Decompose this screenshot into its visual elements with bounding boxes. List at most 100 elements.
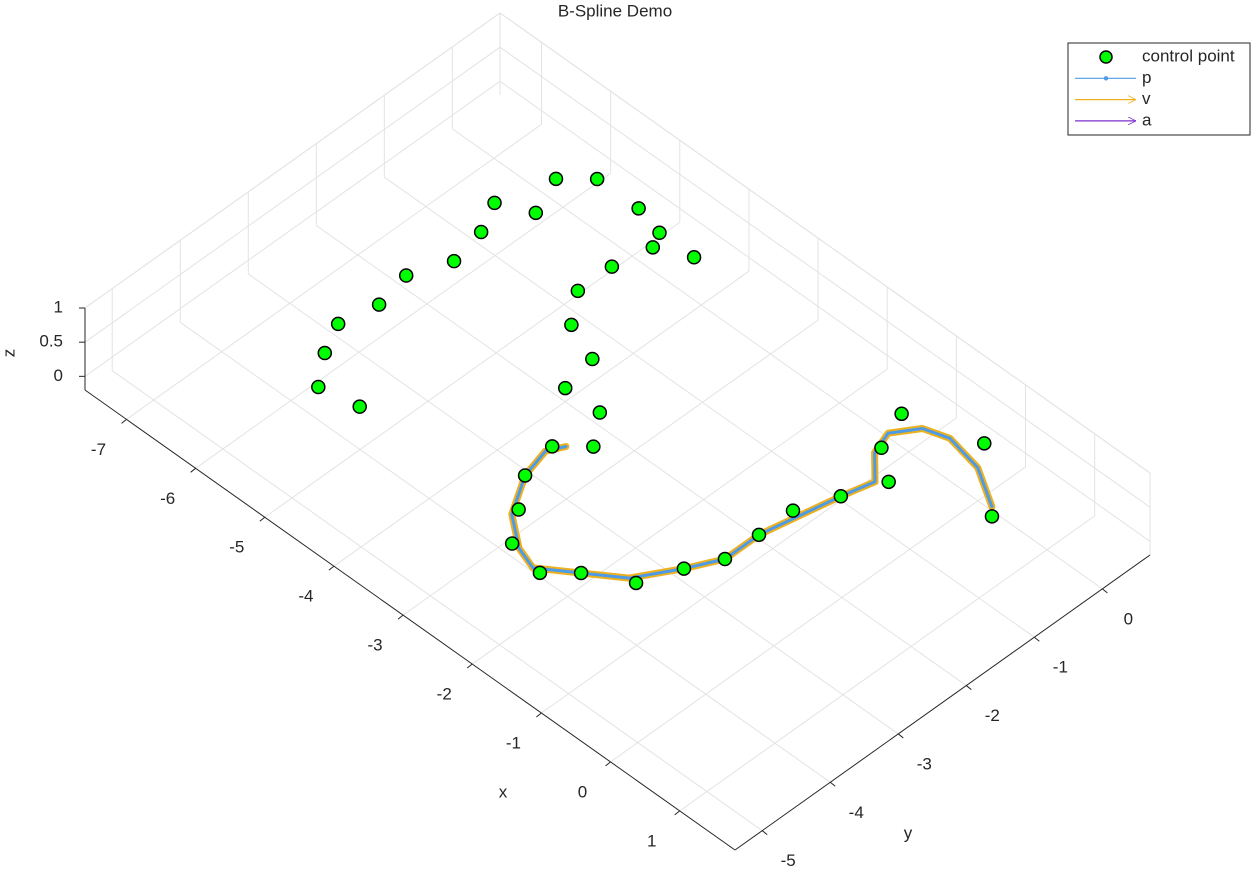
control-point [586, 439, 601, 454]
grid-line [499, 46, 1151, 508]
y-tick [829, 781, 836, 787]
grid-line [499, 80, 1151, 542]
y-tick [1102, 588, 1108, 594]
box-edge [84, 12, 501, 309]
control-point [894, 406, 909, 422]
control-point [573, 565, 589, 581]
x-tick [466, 663, 473, 669]
x-tick [674, 810, 680, 816]
z-axis-label: z [0, 349, 18, 358]
control-point [874, 440, 889, 456]
grid-line [452, 128, 1103, 590]
y-tick [897, 733, 904, 739]
y-tick [1034, 636, 1040, 642]
control-point [473, 224, 489, 240]
control-point [511, 502, 526, 517]
legend-label: control point [1142, 46, 1235, 65]
grid-line [111, 370, 763, 832]
x-tick-label: -5 [229, 538, 244, 557]
control-point [532, 565, 548, 581]
box-edge [499, 12, 1151, 474]
x-tick [190, 467, 196, 473]
control-point [517, 468, 533, 483]
grid-line [610, 466, 1026, 763]
control-point [311, 379, 326, 395]
grid-line [402, 319, 819, 616]
grid-line [247, 273, 899, 735]
y-tick-label: -3 [917, 754, 932, 773]
x-tick [397, 614, 404, 620]
y-tick-label: -2 [985, 706, 1000, 725]
control-point [317, 345, 333, 361]
control-point [785, 503, 801, 518]
control-point [686, 250, 702, 265]
grid-line [316, 225, 967, 686]
legend-marker [1099, 50, 1113, 64]
grid-line [541, 417, 957, 714]
x-tick-label: -4 [298, 587, 313, 606]
grid-line [84, 46, 501, 343]
x-tick-label: -3 [368, 636, 383, 655]
grid-line [84, 80, 501, 377]
x-tick-label: 0 [578, 782, 587, 801]
control-point [592, 405, 608, 420]
control-point [557, 380, 573, 396]
y-tick [965, 685, 972, 690]
control-point [977, 436, 992, 451]
control-point [504, 536, 520, 551]
x-axis [84, 389, 736, 851]
control-point [352, 399, 367, 414]
control-point [330, 316, 346, 332]
p-curve [510, 427, 994, 580]
control-point [984, 509, 1000, 524]
control-point [528, 205, 544, 221]
x-tick-label: -2 [437, 685, 452, 704]
x-tick [259, 516, 266, 522]
control-point [628, 575, 644, 591]
legend: control point pva [1067, 42, 1251, 136]
data-layer [311, 171, 1000, 591]
y-tick-label: -1 [1053, 658, 1068, 677]
control-point [717, 551, 733, 567]
control-point [604, 259, 620, 274]
z-tick-label: 0 [54, 366, 63, 385]
y-tick-label: 0 [1124, 609, 1133, 628]
z-tick-label: 1 [54, 297, 63, 316]
control-point [585, 351, 600, 367]
x-tick [121, 418, 127, 424]
y-axis-label: y [904, 823, 913, 842]
control-point [544, 439, 560, 454]
x-tick-label: 1 [647, 831, 656, 850]
x-tick-label: -6 [160, 489, 175, 508]
y-tick-label: -5 [781, 851, 796, 870]
control-point [446, 253, 462, 269]
control-point [548, 171, 564, 187]
y-axis [734, 554, 1151, 851]
control-point [371, 297, 387, 312]
grid-line [179, 321, 831, 783]
control-point [881, 474, 896, 490]
x-tick [536, 712, 542, 718]
control-point [570, 283, 586, 299]
legend-label: a [1142, 110, 1152, 129]
legend-label: v [1142, 89, 1151, 108]
x-tick-label: -7 [91, 440, 106, 459]
legend-dot [1103, 76, 1109, 81]
control-point [398, 268, 414, 283]
y-tick [761, 830, 768, 836]
legend-box [1067, 42, 1251, 136]
x-axis-label: x [499, 782, 508, 801]
control-point [645, 240, 661, 255]
chart-title: B-Spline Demo [558, 1, 672, 20]
grid-line [333, 270, 750, 567]
grid-line [126, 123, 542, 420]
legend-label: p [1142, 68, 1151, 87]
z-tick-label: 0.5 [39, 332, 63, 351]
grid-line [679, 515, 1095, 812]
control-point [833, 489, 849, 504]
control-point [652, 225, 667, 241]
grid-line [195, 172, 611, 469]
control-point [589, 171, 605, 187]
x-tick [328, 565, 335, 571]
